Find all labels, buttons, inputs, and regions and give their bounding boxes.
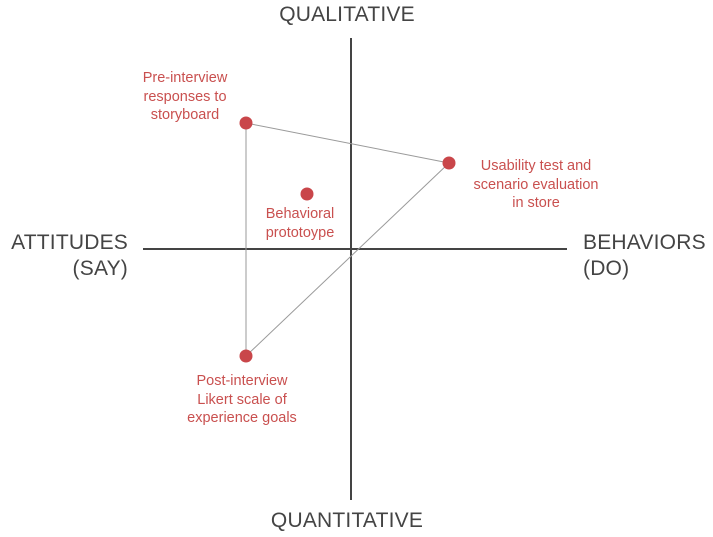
label-line: Usability test and xyxy=(480,158,592,174)
point-pre-interview xyxy=(239,116,253,130)
axis-label-top: QUALITATIVE xyxy=(279,3,415,26)
point-post-interview xyxy=(239,349,253,363)
label-line: storyboard xyxy=(150,107,220,123)
point-behavioral-prototype xyxy=(300,187,314,201)
label-line: experience goals xyxy=(187,410,297,426)
label-pre-interview: Pre-interview responses to storyboard xyxy=(110,69,260,125)
axis-label-right: BEHAVIORS (DO) xyxy=(583,230,711,282)
point-usability-test xyxy=(442,156,456,170)
axis-label-bottom: QUANTITATIVE xyxy=(270,509,424,532)
label-line: in store xyxy=(512,195,560,211)
label-line: Likert scale of xyxy=(197,391,287,408)
connector-post-to-usability xyxy=(245,162,450,357)
label-usability-test: Usability test and scenario evaluation i… xyxy=(451,157,621,213)
label-line: prototoype xyxy=(265,224,335,241)
label-line: Pre-interview xyxy=(142,70,228,86)
label-post-interview: Post-interview Likert scale of experienc… xyxy=(167,372,317,428)
label-behavioral-prototype: Behavioral prototoype xyxy=(240,205,360,242)
axis-label-left-line1: ATTITUDES xyxy=(11,231,128,254)
axis-label-left: ATTITUDES (SAY) xyxy=(2,230,128,282)
label-line: scenario evaluation xyxy=(473,176,599,193)
label-line: Post-interview xyxy=(196,373,288,389)
axis-label-right-line2: (DO) xyxy=(583,257,630,280)
connector-pre-to-usability xyxy=(245,122,450,164)
axis-label-right-line1: BEHAVIORS xyxy=(583,231,706,254)
label-line: Behavioral xyxy=(265,206,335,222)
label-line: responses to xyxy=(143,88,227,105)
axis-label-left-line2: (SAY) xyxy=(72,257,128,280)
